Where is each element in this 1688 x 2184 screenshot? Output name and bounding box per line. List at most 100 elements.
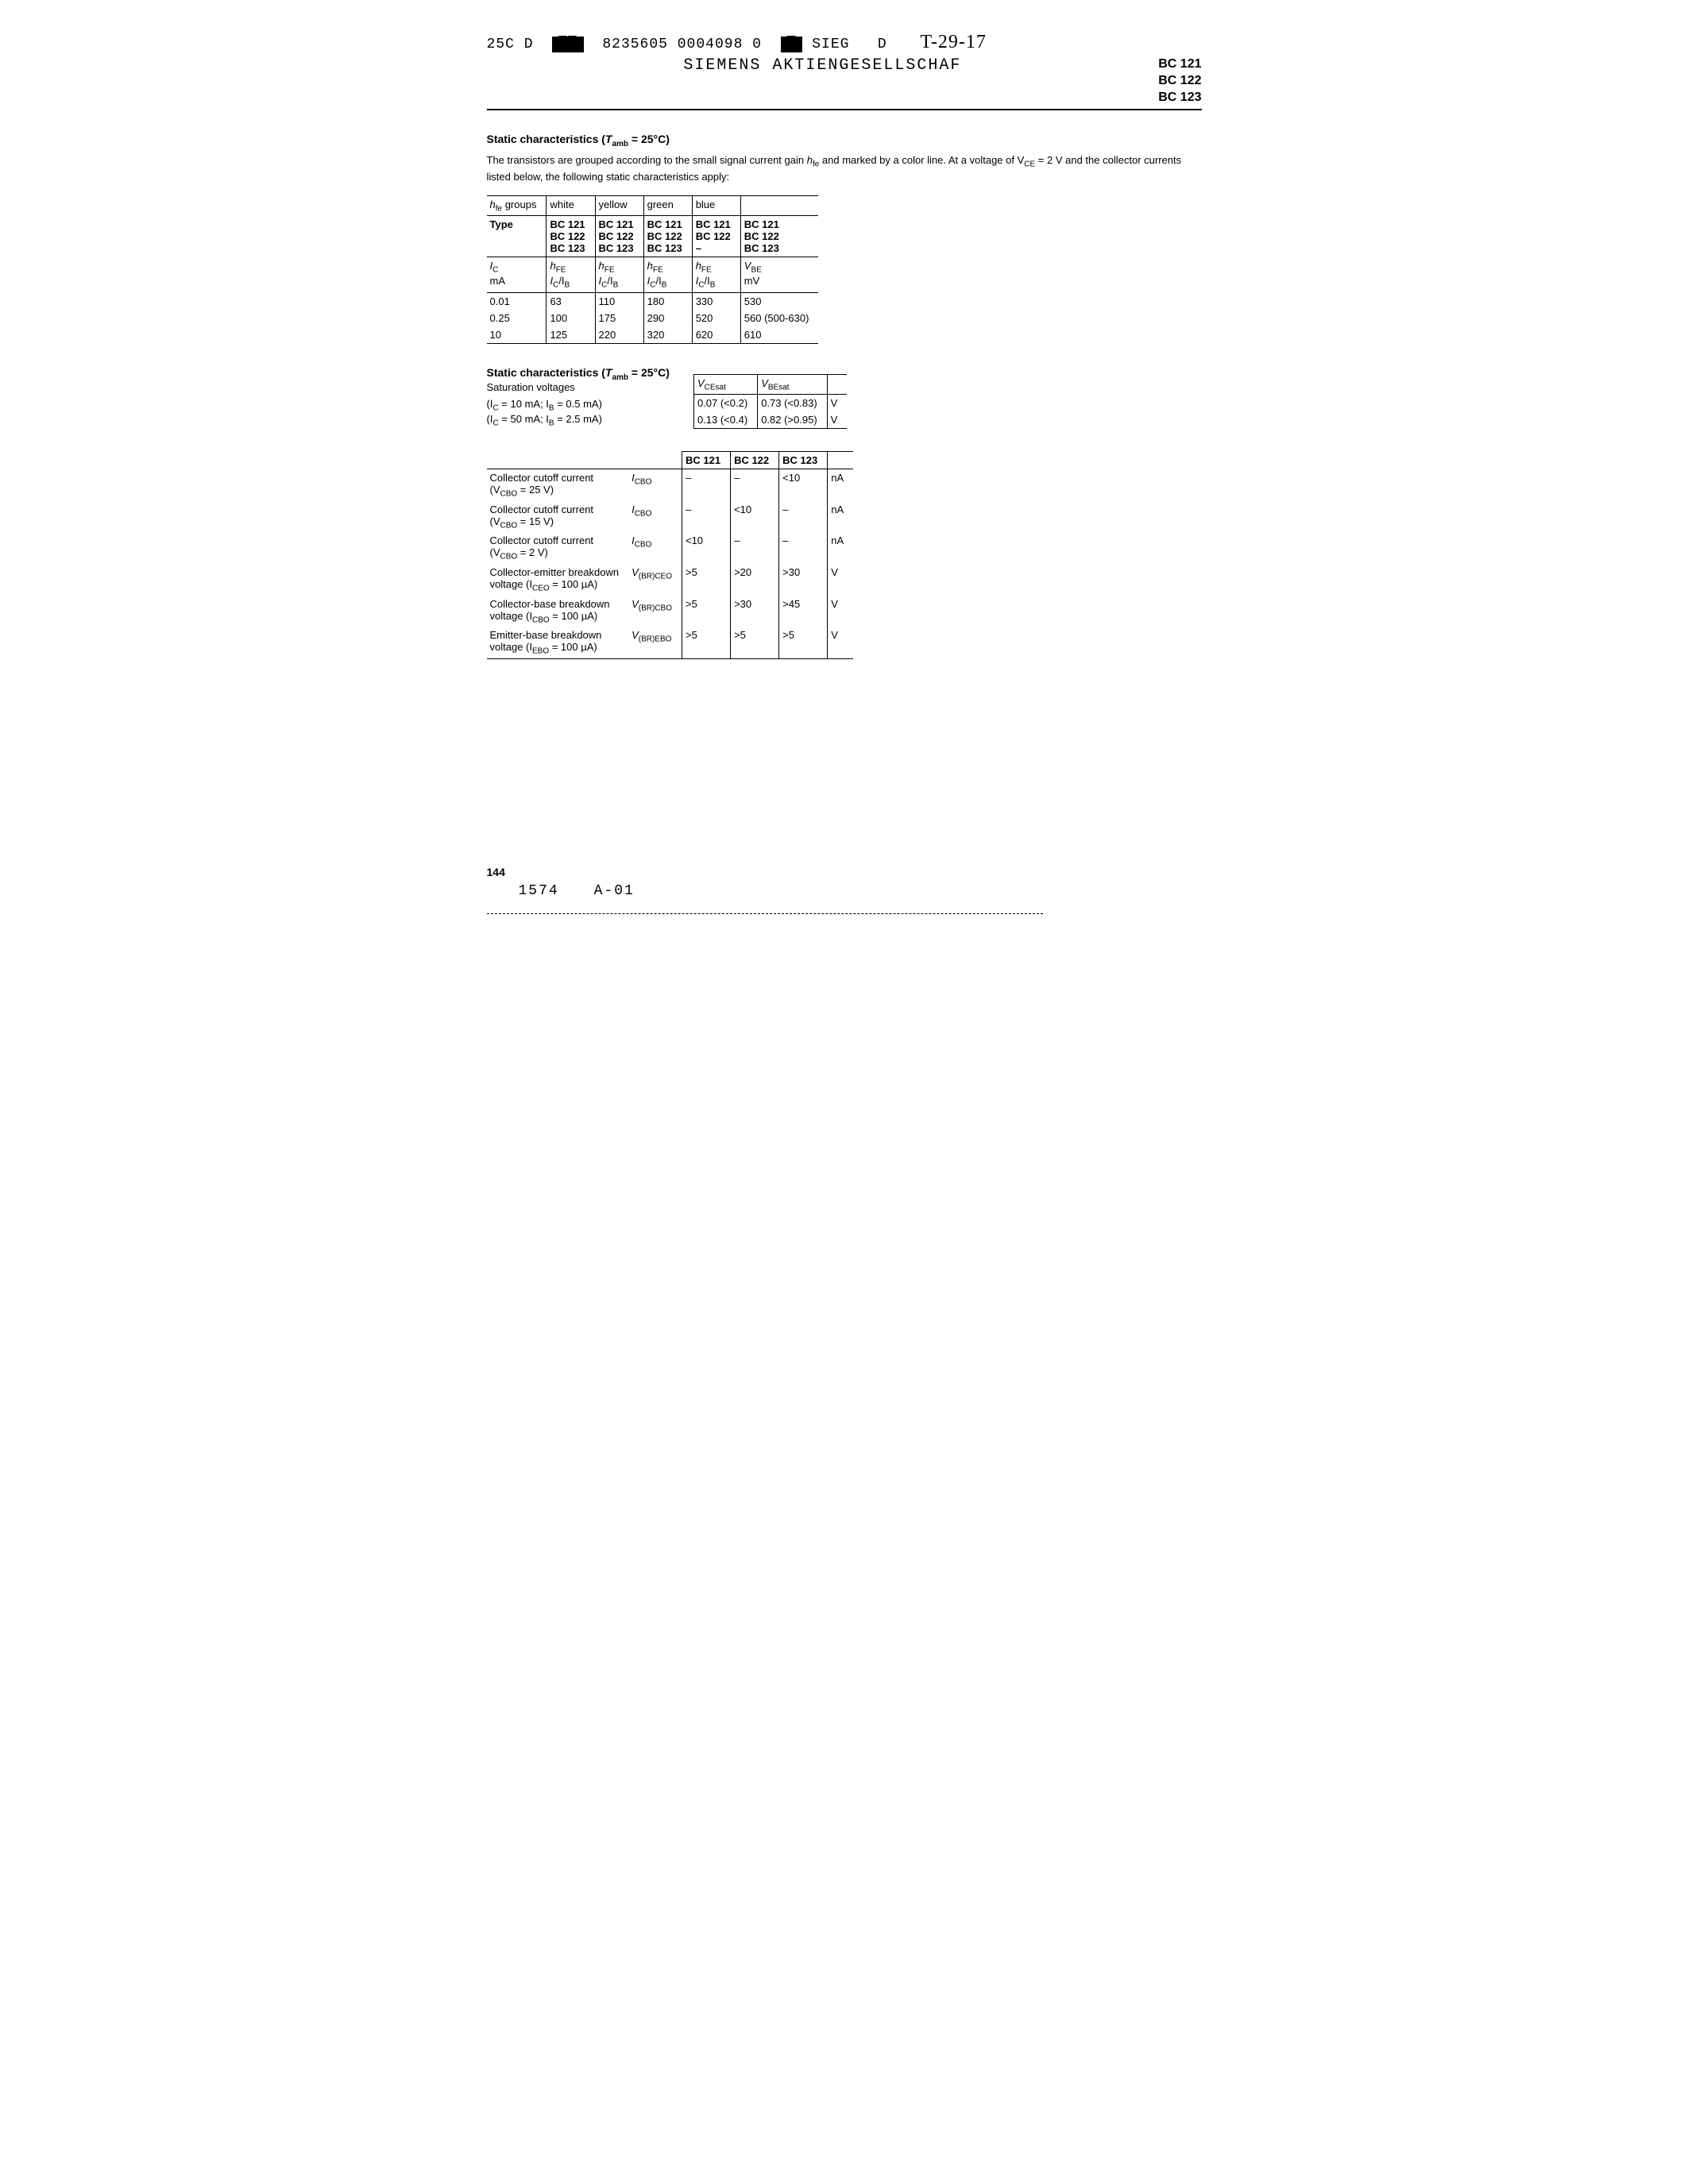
t1d-r1c1: 100 (547, 310, 595, 326)
t1-types-c5: BC 121 BC 122 BC 123 (740, 216, 818, 257)
t2h1s: CEsat (705, 383, 726, 392)
t3-v1: – (731, 469, 779, 501)
t1-c4-0: BC 121 (696, 218, 731, 230)
t1u2e: /I (607, 275, 612, 287)
t3-desc: Emitter-base breakdownvoltage (IEBO = 10… (487, 627, 629, 658)
t3-h1: BC 121 (682, 452, 730, 469)
t1d-r2c4: 620 (692, 326, 740, 344)
t3-u: nA (828, 532, 853, 564)
s1-intro-sym: h (807, 154, 813, 166)
cond1: (IC = 10 mA; IB = 0.5 mA) (487, 398, 670, 413)
footer-code-b: A-01 (594, 883, 635, 899)
t2r0c0: 0.07 (<0.2) (693, 395, 757, 412)
t3-sym: ICBO (628, 469, 682, 501)
title-row: SIEMENS AKTIENGESELLSCHAF BC 121 BC 122 … (487, 56, 1202, 110)
t3-sym: V(BR)CBO (628, 596, 682, 627)
t3-desc: Collector cutoff current(VCBO = 15 V) (487, 501, 629, 533)
part-0: BC 121 (1158, 56, 1201, 73)
t1-h-blue: blue (692, 195, 740, 216)
t1d-r0c4: 330 (692, 292, 740, 310)
t1-c1-0: BC 121 (550, 218, 585, 230)
t1d-r0c2: 110 (595, 292, 643, 310)
section1-intro: The transistors are grouped according to… (487, 153, 1202, 184)
t1u2f: B (613, 281, 619, 290)
t1u5b: BE (751, 266, 761, 275)
t3-v2: >30 (779, 564, 828, 596)
t1u4e: /I (705, 275, 710, 287)
t2r1c2: V (827, 411, 847, 429)
t1-c4-1: BC 122 (696, 230, 731, 242)
t2h1a: V (697, 377, 705, 389)
black-box-1: ██ (552, 37, 584, 52)
t1u1b: FE (556, 266, 566, 275)
t1-r1c1: hfe groups (487, 195, 547, 216)
t1u2a: h (599, 260, 605, 272)
t1-c5-1: BC 122 (744, 230, 809, 242)
t1-h-blank (740, 195, 818, 216)
t1d-r1c3: 290 (643, 310, 692, 326)
t3-h2: BC 122 (731, 452, 779, 469)
page-number: 144 (487, 866, 505, 878)
code-mid: 8235605 0004098 0 (602, 37, 762, 52)
section-sat-voltages: Static characteristics (Tamb = 25°C) Sat… (487, 366, 1202, 430)
t3-blank2 (628, 452, 682, 469)
black-box-2: █ (781, 37, 803, 52)
t1u4d: C (698, 281, 704, 290)
t1-c3-0: BC 121 (647, 218, 682, 230)
t3-sym: V(BR)EBO (628, 627, 682, 658)
datasheet-page: 25C D ██ 8235605 0004098 0 █ SIEG D T-29… (487, 32, 1202, 914)
t1-unit-c4: hFE IC/IB (692, 257, 740, 292)
t3-u: V (828, 627, 853, 658)
part-1: BC 122 (1158, 73, 1201, 90)
t3-v0: >5 (682, 564, 730, 596)
s1-intro-b: and marked by a color line. At a voltage… (819, 154, 1024, 166)
t3-sym: V(BR)CEO (628, 564, 682, 596)
s1-intro-a: The transistors are grouped according to… (487, 154, 807, 166)
s1-intro-sub2: CE (1024, 160, 1035, 169)
part-numbers: BC 121 BC 122 BC 123 (1158, 56, 1201, 106)
header-code-line: 25C D ██ 8235605 0004098 0 █ SIEG D T-29… (487, 32, 1202, 53)
t3-v1: >5 (731, 627, 779, 658)
c2b: = 50 mA; I (499, 413, 549, 425)
sat-left: Static characteristics (Tamb = 25°C) Sat… (487, 366, 670, 428)
cond2: (IC = 50 mA; IB = 2.5 mA) (487, 413, 670, 428)
t1u3b: FE (653, 266, 663, 275)
t1u4b: FE (701, 266, 712, 275)
t1u3f: B (662, 281, 667, 290)
t1-h-green: green (643, 195, 692, 216)
c2s2: B (549, 419, 554, 428)
t1d-r0c1: 63 (547, 292, 595, 310)
t1-c3-2: BC 123 (647, 242, 682, 254)
t1d-r2c1: 125 (547, 326, 595, 344)
part-2: BC 123 (1158, 90, 1201, 106)
t3-u: V (828, 596, 853, 627)
handwritten-prefix: D (878, 37, 887, 52)
t1-r1c1-pre: h (490, 199, 496, 210)
t2-h2: VBEsat (758, 374, 827, 395)
t1-types-c2: BC 121 BC 122 BC 123 (595, 216, 643, 257)
t2-h3 (827, 374, 847, 395)
t1d-r0c5: 530 (740, 292, 818, 310)
c1c: = 0.5 mA) (554, 398, 602, 410)
t2h2s: BEsat (768, 383, 790, 392)
t1d-r0c3: 180 (643, 292, 692, 310)
t3-v0: <10 (682, 532, 730, 564)
t2r0c2: V (827, 395, 847, 412)
t1-r1c1-sub: fe (496, 204, 502, 213)
t1-h-white: white (547, 195, 595, 216)
t1-types-c4: BC 121 BC 122 – (692, 216, 740, 257)
t1-c2-1: BC 122 (599, 230, 634, 242)
t1u1f: B (565, 281, 570, 290)
t3-v2: – (779, 501, 828, 533)
t1d-r2c0: 10 (487, 326, 547, 344)
t2r1c0: 0.13 (<0.4) (693, 411, 757, 429)
section1-title: Static characteristics (Tamb = 25°C) (487, 133, 1202, 149)
company-name: SIEMENS AKTIENGESELLSCHAF (487, 56, 1159, 75)
t1u4f: B (710, 281, 716, 290)
page-footer: 144 1574 A-01 (487, 866, 1202, 914)
t1-c3-1: BC 122 (647, 230, 682, 242)
t1d-r2c2: 220 (595, 326, 643, 344)
t1-type-label: Type (487, 216, 547, 257)
t2h2a: V (761, 377, 768, 389)
footer-code-a: 1574 (519, 883, 559, 899)
